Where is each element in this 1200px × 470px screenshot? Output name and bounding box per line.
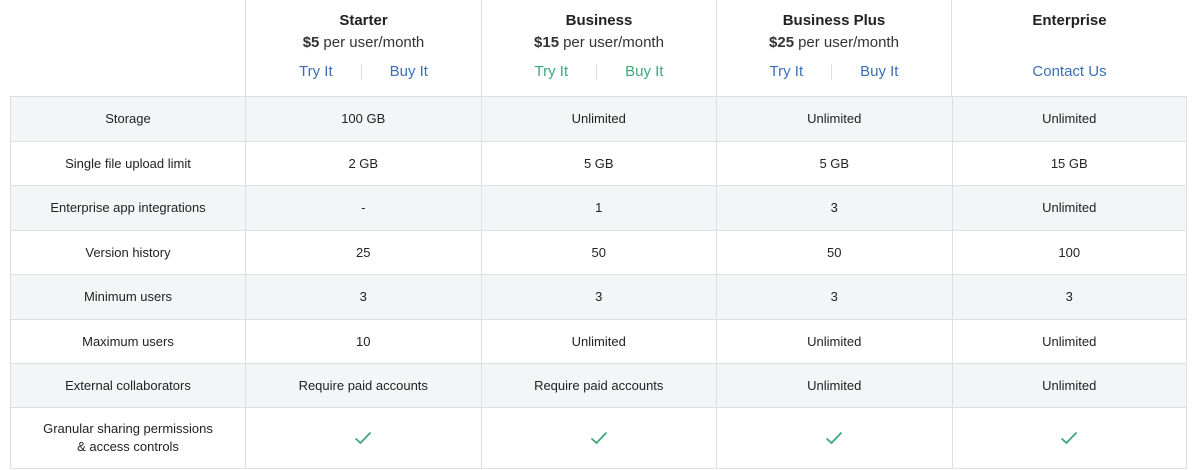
table-row: Single file upload limit 2 GB 5 GB 5 GB 15 G… — [10, 141, 1187, 185]
feature-value: 100 — [951, 231, 1187, 274]
feature-value: 3 — [245, 275, 481, 319]
feature-value: Require paid accounts — [480, 364, 717, 407]
feature-value: 2 GB — [245, 142, 481, 185]
price-unit: per user/month — [798, 34, 899, 51]
feature-value: 15 GB — [951, 142, 1187, 185]
feature-label: Minimum users — [10, 275, 245, 319]
try-it-link[interactable]: Try It — [769, 63, 804, 80]
buy-it-link[interactable]: Buy It — [860, 63, 899, 80]
plan-header-starter: Starter $5 per user/month Try It Buy It — [245, 0, 481, 96]
feature-label: Maximum users — [10, 320, 245, 363]
plan-name: Enterprise — [1032, 12, 1107, 29]
table-row: Maximum users 10 Unlimited Unlimited Unlimit… — [10, 319, 1187, 363]
feature-value: Unlimited — [480, 320, 717, 363]
feature-value: 1 — [480, 186, 717, 230]
plan-header-enterprise: Enterprise Contact Us — [951, 0, 1187, 96]
price-unit: per user/month — [563, 34, 664, 51]
plan-name: Business Plus — [782, 12, 886, 29]
feature-value: - — [245, 186, 481, 230]
link-divider — [596, 63, 598, 80]
plan-header-business-plus: Business Plus $25 per user/month Try It Buy … — [716, 0, 951, 96]
feature-value: Unlimited — [951, 97, 1187, 141]
feature-value: Unlimited — [951, 186, 1187, 230]
feature-value: Require paid accounts — [245, 364, 481, 407]
table-row: Storage 100 GB Unlimited Unlimited Unlimited — [10, 96, 1187, 141]
check-icon — [826, 431, 843, 445]
plan-price: $15 per user/month — [534, 34, 664, 51]
feature-value: Unlimited — [951, 364, 1187, 407]
feature-value: 3 — [716, 275, 952, 319]
plan-links: Try It Buy It — [299, 63, 428, 80]
plan-price: $25 per user/month — [769, 34, 899, 51]
feature-value — [951, 408, 1187, 468]
feature-value: Unlimited — [480, 97, 717, 141]
table-row: External collaborators Require paid accou… — [10, 363, 1187, 407]
feature-label: Version history — [10, 231, 245, 274]
try-it-link[interactable]: Try It — [534, 63, 569, 80]
price-unit: per user/month — [323, 34, 425, 51]
feature-value: Unlimited — [951, 320, 1187, 363]
contact-us-link[interactable]: Contact Us — [1032, 63, 1107, 80]
feature-value: 25 — [245, 231, 481, 274]
plan-links: Contact Us — [1032, 63, 1106, 80]
table-row: Enterprise app integrations -1 3 Unlimited — [10, 185, 1187, 230]
plan-header-business: Business $15 per user/month Try It Buy It — [481, 0, 716, 96]
feature-value: Unlimited — [716, 364, 952, 407]
feature-value: 3 — [716, 186, 952, 230]
feature-value: 5 GB — [716, 142, 952, 185]
feature-label: Storage — [10, 97, 245, 141]
feature-value: 100 GB — [245, 97, 481, 141]
feature-value: Unlimited — [716, 320, 952, 363]
table-row: Version history 25 50 50 100 — [10, 230, 1187, 274]
check-icon — [355, 431, 372, 445]
feature-value: 50 — [716, 231, 952, 274]
buy-it-link[interactable]: Buy It — [625, 63, 664, 80]
feature-value: 10 — [245, 320, 481, 363]
link-divider — [831, 63, 833, 80]
table-row: Granular sharing permissions & access co… — [10, 407, 1187, 469]
table-row: Minimum users 3 3 3 3 — [10, 274, 1187, 319]
feature-value: 50 — [480, 231, 717, 274]
buy-it-link[interactable]: Buy It — [389, 63, 428, 80]
try-it-link[interactable]: Try It — [299, 63, 333, 80]
feature-value: 3 — [480, 275, 717, 319]
price-amount: $5 — [302, 34, 320, 51]
feature-value — [716, 408, 952, 468]
feature-label: External collaborators — [10, 364, 245, 407]
check-icon — [590, 431, 607, 445]
feature-value — [480, 408, 717, 468]
feature-value: 3 — [951, 275, 1187, 319]
plan-name: Starter — [339, 12, 388, 29]
feature-label: Granular sharing permissions & access co… — [10, 408, 245, 468]
feature-value: Unlimited — [716, 97, 952, 141]
price-amount: $25 — [769, 34, 795, 51]
plan-name: Business — [565, 12, 633, 29]
link-divider — [360, 63, 362, 80]
plan-links: Try It Buy It — [770, 63, 899, 80]
plan-links: Try It Buy It — [535, 63, 664, 80]
price-amount: $15 — [534, 34, 560, 51]
feature-label: Single file upload limit — [10, 142, 245, 185]
check-icon — [1061, 431, 1078, 445]
feature-value — [245, 408, 481, 468]
feature-label: Enterprise app integrations — [10, 186, 245, 230]
plan-price: $5 per user/month — [303, 34, 425, 51]
feature-value: 5 GB — [480, 142, 717, 185]
